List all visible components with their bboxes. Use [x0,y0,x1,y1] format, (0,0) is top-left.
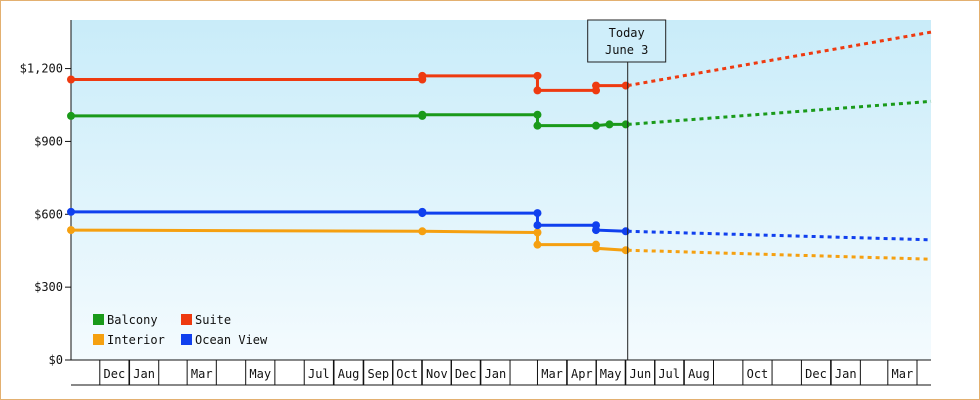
x-tick-label: Dec [104,367,126,381]
x-tick-label: Aug [338,367,360,381]
x-tick-label: Oct [747,367,769,381]
data-point-interior [533,240,542,249]
today-date-label: June 3 [605,43,648,57]
x-tick-label: Jan [133,367,155,381]
data-point-ocean-view [592,226,601,235]
legend-label-interior: Interior [107,333,165,347]
x-tick-label: Jul [658,367,680,381]
x-tick-label: Mar [892,367,914,381]
data-point-ocean-view [533,221,542,230]
data-point-suite [533,71,542,80]
legend-swatch-interior [93,334,104,345]
data-point-balcony [533,110,542,119]
data-point-suite [533,86,542,95]
x-axis: Dec Jan Mar May Jul Aug Sep Oct Nov Dec Jan Mar Apr M… [71,359,931,386]
data-point-balcony [418,110,427,119]
data-point-balcony [605,120,614,129]
y-tick-label: $300 [34,280,63,294]
legend: Balcony Suite Interior Ocean View [93,313,268,347]
legend-swatch-ocean-view [181,334,192,345]
today-box [587,19,667,63]
x-tick-label: Apr [571,367,593,381]
x-tick-label: Jan [835,367,857,381]
data-point-suite [592,81,601,90]
x-tick-label: Jan [485,367,507,381]
data-point-ocean-view [533,209,542,218]
legend-label-balcony: Balcony [107,313,158,327]
x-tick-label: Aug [688,367,710,381]
data-point-balcony [67,111,75,120]
data-point-interior [533,228,542,237]
forecast-line-suite [627,30,932,88]
x-tick-label: Dec [455,367,477,381]
data-point-interior [418,227,427,236]
y-tick-label: $600 [34,207,63,221]
data-point-balcony [592,121,601,130]
x-tick-label: Oct [396,367,418,381]
data-point-suite [418,71,427,80]
x-tick-label: Mar [541,367,563,381]
data-point-ocean-view [67,207,75,216]
data-point-suite [67,75,75,84]
legend-label-suite: Suite [195,313,231,327]
x-tick-label: Nov [426,367,448,381]
data-point-interior [592,244,601,253]
legend-swatch-balcony [93,314,104,325]
legend-swatch-suite [181,314,192,325]
forecast-line-interior [627,248,932,261]
x-tick-label: Jun [630,367,652,381]
plot-background [71,20,931,360]
series-layer [67,30,932,261]
today-label: Today [609,26,645,40]
y-tick-label: $900 [34,134,63,148]
y-tick-label: $1,200 [20,62,63,76]
legend-label-ocean-view: Ocean View [195,333,268,347]
forecast-line-ocean-view [627,229,932,242]
x-tick-label: May [249,367,271,381]
data-point-interior [67,226,75,235]
y-tick-label: $0 [49,353,63,367]
today-marker: Today June 3 [587,19,667,360]
data-point-balcony [533,121,542,130]
x-tick-label: May [600,367,622,381]
x-tick-label: Dec [805,367,827,381]
y-axis: $0 $300 $600 $900 $1,200 [20,20,72,367]
data-point-ocean-view [418,209,427,218]
forecast-line-balcony [627,99,932,126]
x-tick-label: Sep [367,367,389,381]
x-tick-label: Jul [308,367,330,381]
x-tick-label: Mar [191,367,213,381]
